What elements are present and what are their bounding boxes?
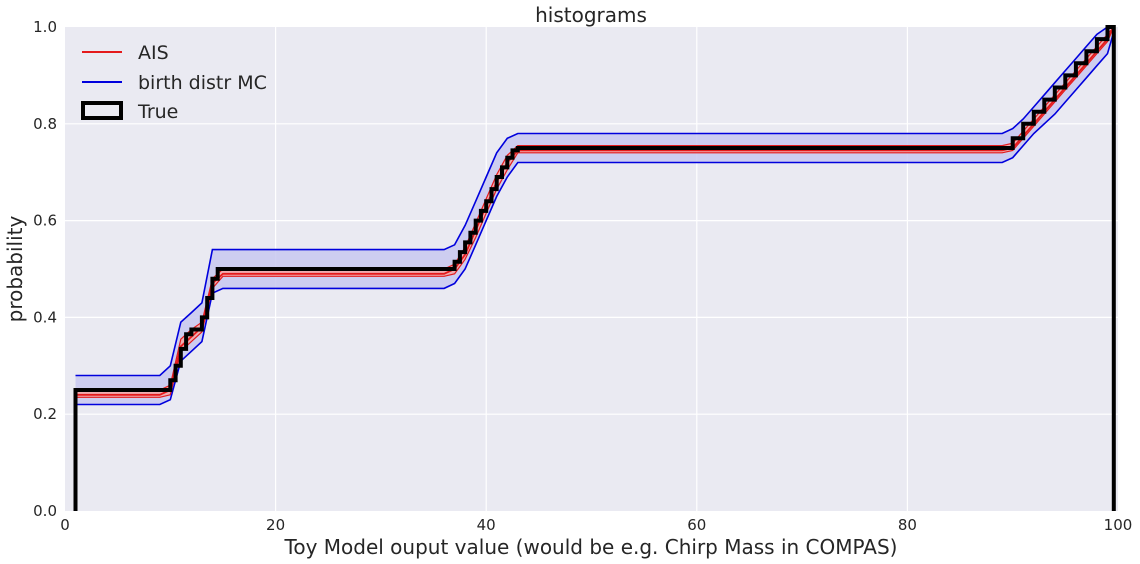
x-tick-label: 0 (60, 516, 70, 534)
x-tick-label: 100 (1104, 516, 1133, 534)
line-birth-distr-mc-lower (75, 31, 1115, 406)
y-tick-label: 0.8 (33, 115, 57, 133)
chart-title: histograms (535, 3, 647, 27)
legend-label-birth-distr-mc: birth distr MC (138, 72, 267, 94)
legend-swatch-true (81, 101, 123, 120)
line-birth-distr-mc-upper (75, 26, 1114, 377)
legend: AIS birth distr MC True (81, 42, 267, 123)
y-tick-label: 0.0 (33, 502, 57, 520)
y-tick-label: 1.0 (33, 18, 57, 36)
x-tick-label: 40 (477, 516, 496, 534)
legend-label-ais: AIS (138, 42, 169, 64)
y-tick-label: 0.4 (33, 308, 57, 326)
grid-lines (65, 27, 1118, 511)
y-tick-label: 0.6 (33, 212, 57, 230)
x-axis-label: Toy Model ouput value (would be e.g. Chi… (284, 535, 898, 559)
x-tick-label: 20 (266, 516, 285, 534)
legend-label-true: True (137, 101, 178, 123)
y-tick-labels: 0.0 0.2 0.4 0.6 0.8 1.0 (33, 18, 57, 520)
x-tick-label: 80 (898, 516, 917, 534)
line-true-histogram (73, 25, 1116, 511)
series-lines (73, 25, 1116, 511)
line-ais-lower (75, 26, 1115, 398)
y-axis-label: probability (3, 215, 27, 322)
y-tick-label: 0.2 (33, 405, 57, 423)
x-tick-label: 60 (687, 516, 706, 534)
x-tick-labels: 0 20 40 60 80 100 (60, 516, 1132, 534)
